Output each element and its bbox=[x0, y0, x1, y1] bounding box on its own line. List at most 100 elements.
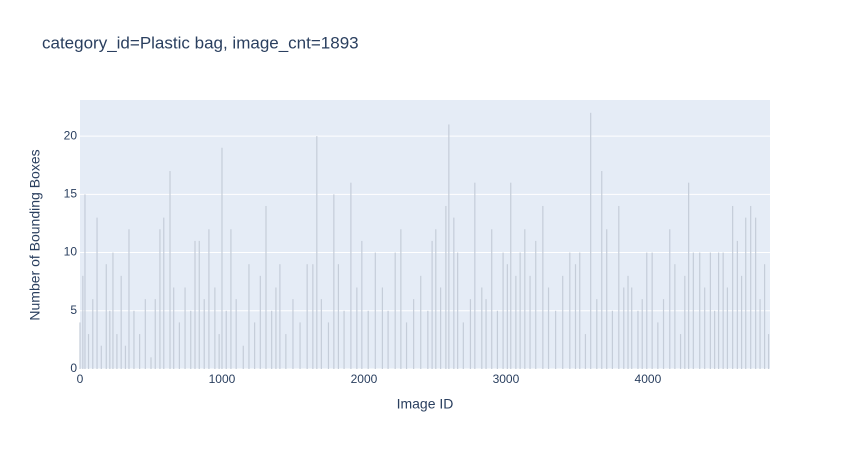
bar bbox=[692, 252, 694, 369]
bar bbox=[333, 194, 335, 369]
x-axis-title: Image ID bbox=[397, 396, 454, 412]
bar bbox=[190, 310, 192, 369]
bar bbox=[722, 252, 724, 369]
bar bbox=[79, 322, 81, 369]
bar bbox=[519, 252, 521, 369]
bar bbox=[124, 345, 127, 369]
bar bbox=[275, 287, 277, 369]
bar bbox=[448, 124, 450, 369]
bar bbox=[374, 252, 376, 369]
bar bbox=[128, 229, 130, 369]
bar bbox=[221, 147, 223, 369]
bar bbox=[555, 310, 557, 369]
bar bbox=[651, 252, 653, 369]
bar bbox=[394, 252, 396, 369]
bar bbox=[759, 299, 761, 369]
bar bbox=[714, 310, 716, 369]
bar bbox=[116, 334, 118, 369]
bar bbox=[510, 182, 512, 369]
bar bbox=[515, 275, 517, 369]
bar bbox=[535, 240, 537, 369]
bar bbox=[704, 287, 706, 369]
bar bbox=[82, 275, 84, 369]
bar bbox=[596, 299, 598, 369]
bar bbox=[529, 275, 531, 369]
bar bbox=[194, 240, 196, 369]
bar bbox=[745, 217, 747, 369]
x-tick-label: 2000 bbox=[351, 372, 378, 386]
bar bbox=[709, 252, 711, 369]
bar bbox=[732, 205, 734, 369]
bar bbox=[627, 275, 629, 369]
bar bbox=[356, 287, 358, 369]
bar bbox=[657, 322, 659, 369]
bar bbox=[208, 229, 210, 369]
bar bbox=[485, 299, 487, 369]
bar bbox=[285, 334, 287, 369]
x-tick-label: 1000 bbox=[209, 372, 236, 386]
bar bbox=[271, 310, 273, 369]
bar bbox=[420, 275, 422, 369]
bar bbox=[387, 310, 389, 369]
bar bbox=[306, 264, 308, 369]
bar bbox=[606, 229, 608, 369]
bar bbox=[203, 299, 205, 369]
bar bbox=[173, 287, 175, 369]
bar bbox=[381, 287, 384, 369]
bar bbox=[367, 310, 369, 369]
bar bbox=[100, 345, 102, 369]
x-tick-label: 3000 bbox=[493, 372, 520, 386]
bar bbox=[542, 205, 544, 369]
bar bbox=[631, 287, 633, 369]
bar bbox=[462, 322, 464, 369]
bar bbox=[292, 299, 294, 369]
bar bbox=[279, 264, 281, 369]
bar bbox=[679, 334, 682, 369]
bar bbox=[562, 275, 564, 369]
bar bbox=[574, 264, 577, 369]
bar bbox=[502, 252, 504, 369]
bar bbox=[641, 299, 643, 369]
bar bbox=[427, 310, 429, 369]
bar bbox=[120, 275, 122, 369]
plot-area bbox=[80, 100, 770, 369]
bar bbox=[84, 194, 86, 369]
bar bbox=[265, 205, 267, 369]
bar bbox=[506, 264, 508, 369]
bar bbox=[611, 310, 614, 369]
bar bbox=[618, 205, 620, 369]
bar bbox=[400, 229, 402, 369]
bar bbox=[144, 299, 146, 369]
bar bbox=[755, 217, 757, 369]
bar bbox=[481, 287, 483, 369]
bar bbox=[169, 171, 171, 369]
bar bbox=[590, 112, 592, 370]
bar bbox=[133, 310, 135, 369]
bar bbox=[154, 299, 156, 369]
chart-title: category_id=Plastic bag, image_cnt=1893 bbox=[42, 33, 359, 52]
y-tick-label: 15 bbox=[64, 186, 78, 200]
bar bbox=[474, 182, 476, 369]
bar bbox=[764, 264, 766, 369]
bar bbox=[601, 171, 603, 369]
bar bbox=[87, 334, 90, 369]
bar bbox=[178, 322, 180, 369]
bar bbox=[736, 240, 738, 369]
x-tick-label: 4000 bbox=[635, 372, 662, 386]
bar bbox=[435, 229, 437, 369]
bar bbox=[320, 299, 322, 369]
bar bbox=[159, 229, 161, 369]
bar bbox=[457, 252, 459, 369]
bar bbox=[337, 264, 339, 369]
bar bbox=[767, 334, 770, 369]
bar bbox=[248, 264, 250, 369]
bar bbox=[242, 345, 244, 369]
bar bbox=[92, 299, 94, 369]
bar bbox=[431, 240, 433, 369]
bar bbox=[669, 229, 671, 369]
bar bbox=[327, 322, 330, 369]
bar bbox=[235, 299, 237, 369]
bar bbox=[726, 287, 729, 369]
bar bbox=[637, 310, 639, 369]
